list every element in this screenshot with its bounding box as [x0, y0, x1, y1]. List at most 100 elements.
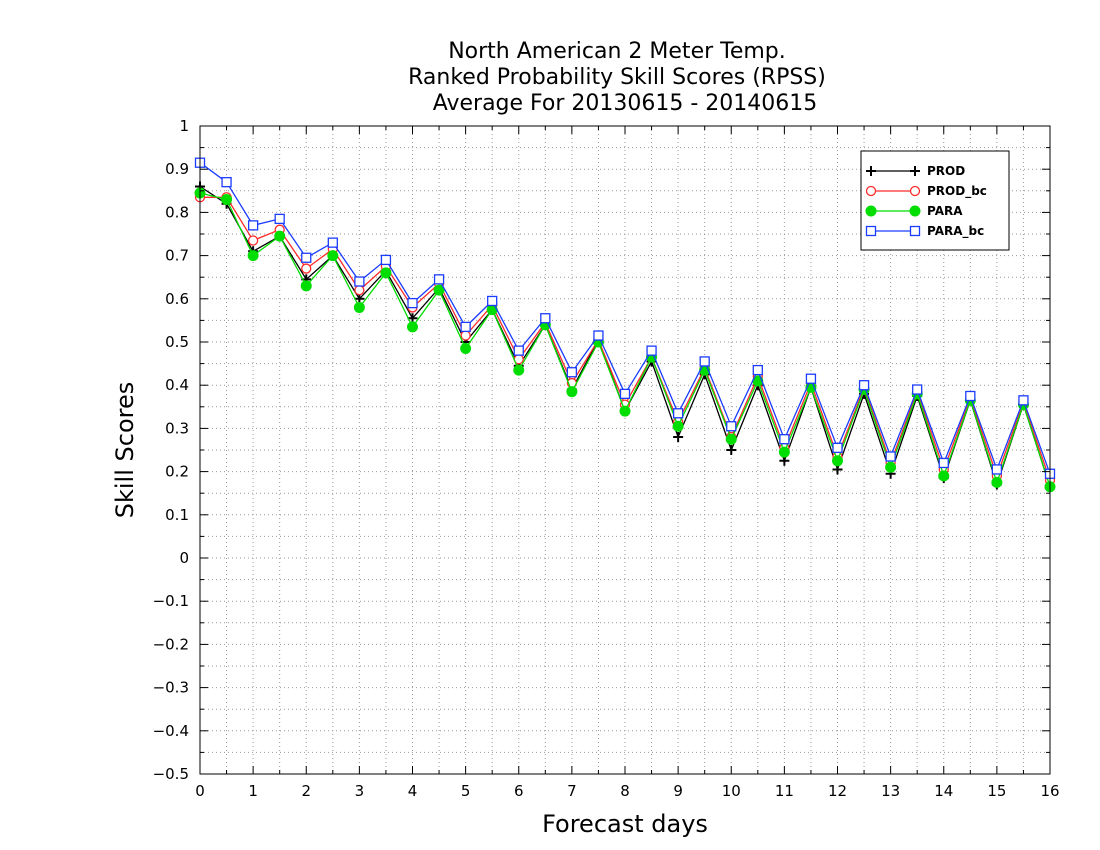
y-tick-label: 0: [179, 549, 189, 567]
y-tick-label: 0.9: [165, 160, 189, 178]
y-tick-label: 0.1: [165, 506, 189, 524]
y-tick-label: 1: [179, 117, 189, 135]
data-point-prod: [673, 432, 684, 443]
chart-title-line-1: North American 2 Meter Temp.: [448, 39, 786, 64]
y-tick-label: 0.2: [165, 463, 189, 481]
data-point-para-bc: [1018, 395, 1029, 406]
x-tick-labels: 0 1 2 3 4 5 6 7 8 9 10 11 12 13 14 15 16: [195, 782, 1059, 800]
legend-marker-prod-bc: [909, 185, 921, 197]
data-point-para-bc: [274, 213, 285, 225]
x-tick-label: 4: [408, 782, 418, 800]
data-point-prod-bc: [460, 330, 471, 341]
y-tick-label: −0.5: [153, 765, 189, 783]
data-point-para-bc: [354, 276, 365, 287]
chart-title: North American 2 Meter Temp. Ranked Prob…: [408, 39, 826, 116]
data-point-para: [991, 476, 1003, 488]
data-point-para-bc: [619, 388, 631, 399]
data-point-para: [433, 284, 445, 296]
x-tick-label: 5: [461, 782, 471, 800]
data-point-para-bc: [832, 442, 843, 453]
legend-marker-prod-bc: [865, 185, 877, 197]
data-point-para: [407, 321, 418, 333]
data-point-para: [274, 230, 286, 242]
legend-item-para: PARA: [865, 204, 963, 218]
data-point-para: [778, 446, 790, 458]
data-point-prod-bc: [301, 263, 312, 274]
legend-label-prod: PROD: [927, 164, 965, 178]
data-point-para: [353, 301, 365, 313]
legend-item-prod: PROD: [866, 164, 965, 178]
y-tick-label: 0.7: [165, 247, 189, 265]
x-tick-label: 2: [301, 782, 311, 800]
data-point-para: [380, 267, 392, 279]
x-tick-label: 7: [567, 782, 577, 800]
data-point-para-bc: [699, 356, 710, 367]
data-point-para: [327, 250, 339, 262]
data-point-prod: [726, 445, 737, 455]
data-point-para-bc: [805, 373, 817, 384]
legend-marker-para-bc: [865, 225, 877, 237]
data-point-para: [938, 470, 950, 482]
series-area: [194, 157, 1056, 493]
data-point-para: [247, 250, 259, 262]
legend-label-para: PARA: [927, 204, 963, 218]
data-point-para-bc: [380, 254, 392, 266]
data-point-para-bc: [672, 408, 684, 419]
data-point-para-bc: [726, 421, 737, 432]
series-para: [194, 187, 1056, 493]
data-point-para: [725, 433, 737, 445]
data-point-para-bc: [460, 321, 471, 333]
x-tick-label: 8: [620, 782, 630, 800]
legend-marker-para: [865, 205, 877, 217]
y-axis-label: Skill Scores: [111, 382, 139, 519]
y-tick-label: −0.3: [153, 679, 189, 697]
data-point-para-bc: [752, 364, 763, 376]
y-tick-label: −0.2: [153, 635, 189, 653]
data-point-para-bc: [779, 434, 790, 445]
data-point-para-bc: [566, 367, 578, 378]
data-point-para: [672, 420, 684, 432]
x-tick-label: 14: [934, 782, 953, 800]
legend-item-prod-bc: PROD_bc: [865, 184, 987, 199]
legend-marker-prod: [910, 166, 920, 176]
x-tick-label: 10: [722, 782, 741, 800]
x-axis-label: Forecast days: [542, 810, 708, 838]
x-tick-label: 6: [514, 782, 524, 800]
data-point-para-bc: [912, 384, 923, 395]
legend-label-prod-bc: PROD_bc: [927, 184, 987, 199]
x-tick-label: 12: [828, 782, 847, 800]
chart-title-line-3: Average For 20130615 - 20140615: [433, 91, 818, 116]
data-point-prod-bc: [354, 285, 365, 296]
data-point-para-bc: [540, 313, 551, 324]
data-point-para-bc: [247, 220, 259, 231]
chart-title-line-2: Ranked Probability Skill Scores (RPSS): [408, 65, 826, 90]
data-point-para-bc: [433, 274, 445, 285]
grid: [200, 126, 1050, 774]
y-tick-label: 0.8: [165, 203, 189, 221]
data-point-prod-bc: [247, 235, 259, 246]
data-point-para: [566, 386, 578, 398]
data-point-para: [300, 280, 312, 292]
legend: PROD PROD_bc PARA PARA_bc: [860, 150, 1010, 251]
series-para-bc: [194, 157, 1056, 479]
axis-ticks: [199, 125, 1051, 775]
y-tick-label: 0.6: [165, 290, 189, 308]
x-tick-label: 11: [775, 782, 794, 800]
data-point-para-bc: [301, 252, 312, 263]
data-point-para-bc: [646, 345, 657, 356]
data-point-para-bc: [327, 237, 338, 248]
data-point-para: [619, 405, 631, 417]
y-tick-label: −0.4: [153, 722, 189, 740]
legend-marker-para-bc: [909, 225, 921, 237]
data-point-para-bc: [991, 464, 1003, 475]
y-tick-label: 0.3: [165, 419, 189, 437]
y-tick-label: −0.1: [153, 592, 189, 610]
x-tick-label: 0: [195, 782, 205, 800]
x-tick-label: 3: [355, 782, 365, 800]
y-tick-labels: −0.5 −0.4 −0.3 −0.2 −0.1 0 0.1 0.2 0.3 0.4 0.5 0.6 0…: [153, 117, 189, 783]
x-tick-label: 1: [248, 782, 258, 800]
data-point-para-bc: [938, 457, 949, 469]
data-point-para-bc: [407, 297, 418, 309]
x-tick-label: 9: [673, 782, 683, 800]
